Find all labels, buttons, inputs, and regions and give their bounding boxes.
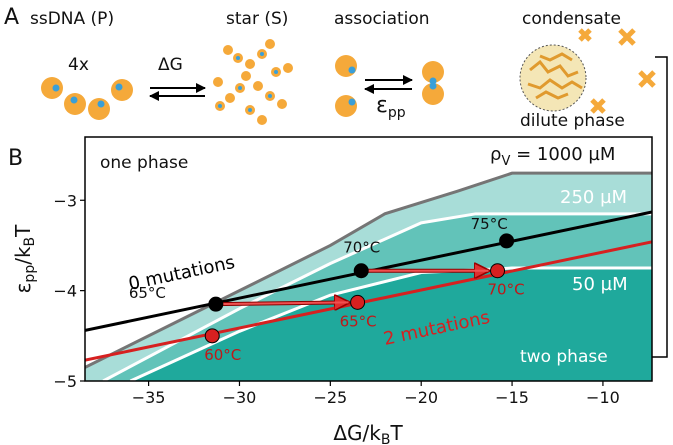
point [499, 233, 515, 249]
y-axis-label: εpp/kBT [11, 224, 38, 294]
x-tick-label: −15 [495, 388, 529, 407]
x-tick-label: −30 [223, 388, 257, 407]
point-label: 70°C [488, 281, 525, 299]
annotation: two phase [520, 347, 608, 367]
phase-boundary [129, 266, 652, 381]
label: 250 µM [560, 187, 627, 208]
series-label: 0 mutations [127, 252, 237, 295]
annotation: one phase [100, 153, 188, 173]
label: = 1000 µM [510, 144, 615, 165]
label: 50 µM [572, 274, 628, 295]
boundary-label: 50 µM [572, 274, 628, 295]
x-axis-label: ΔG/kBT [333, 421, 403, 445]
condensate-icon [519, 28, 656, 114]
label: B [381, 432, 391, 445]
y-tick-label: −4 [53, 282, 77, 301]
label: ΔG [158, 55, 183, 75]
x-tick-label: −25 [313, 388, 347, 407]
y-tick-label: −5 [53, 372, 77, 391]
plot-frame [84, 136, 653, 382]
phase-region [85, 268, 652, 381]
boundary-label: ρV = 1000 µM [490, 144, 615, 169]
label: ε [376, 93, 388, 118]
series-line [85, 240, 652, 362]
point-label: 70°C [343, 239, 380, 257]
label: ρ [490, 144, 501, 165]
label: ε [11, 283, 35, 294]
point [490, 263, 506, 279]
label: V [501, 154, 510, 169]
x-tick-label: −10 [586, 388, 620, 407]
label: T [389, 421, 403, 445]
point [204, 328, 220, 344]
label: pp [22, 265, 38, 283]
point-label: 60°C [204, 346, 241, 364]
label: pp [388, 105, 406, 121]
label: 4x [68, 55, 89, 75]
panel-label: A [4, 5, 19, 30]
label: ΔG/k [333, 421, 381, 445]
x-tick-label: −20 [404, 388, 438, 407]
point-label: 65°C [129, 284, 166, 302]
label: association [334, 9, 430, 29]
label: εpp [376, 93, 406, 121]
phase-boundary [102, 212, 652, 381]
label: condensate [522, 9, 621, 29]
panel-a: A ssDNA (P) 4x ΔG star (S) association ε… [4, 5, 668, 361]
x-tick-label: −35 [132, 388, 166, 407]
star-icon [213, 39, 293, 125]
association-icon [335, 55, 444, 117]
label: star (S) [226, 9, 288, 29]
panel-label: B [8, 146, 23, 171]
shift-arrow [215, 301, 349, 306]
point-label: 75°C [471, 215, 508, 233]
point [353, 263, 369, 279]
label: /k [11, 246, 35, 265]
label: T [11, 224, 35, 238]
plot-area [85, 171, 652, 381]
point [350, 294, 366, 310]
label: ssDNA (P) [30, 9, 114, 29]
ssdna-icon [41, 77, 133, 120]
y-tick-label: −3 [53, 191, 77, 210]
point-label: 65°C [340, 312, 377, 330]
boundary-label: 250 µM [560, 187, 627, 208]
phase-boundary [85, 171, 652, 369]
point [208, 296, 224, 312]
label: dilute phase [520, 111, 625, 131]
label: B [22, 237, 38, 247]
